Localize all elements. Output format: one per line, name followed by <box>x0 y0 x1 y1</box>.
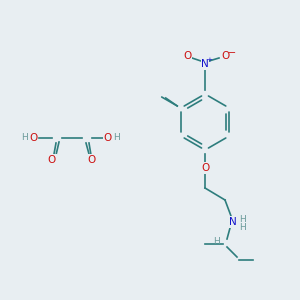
Text: −: − <box>228 48 236 58</box>
Text: O: O <box>29 133 37 143</box>
Text: H: H <box>22 134 28 142</box>
Text: N: N <box>201 59 209 69</box>
Text: H: H <box>214 236 220 245</box>
Text: O: O <box>48 155 56 165</box>
Text: H: H <box>240 223 246 232</box>
Text: O: O <box>201 163 209 173</box>
Text: O: O <box>183 51 191 61</box>
Text: O: O <box>104 133 112 143</box>
Text: H: H <box>240 214 246 224</box>
Text: O: O <box>88 155 96 165</box>
Text: H: H <box>114 134 120 142</box>
Text: N: N <box>229 217 237 227</box>
Text: O: O <box>221 51 229 61</box>
Text: +: + <box>206 57 212 63</box>
